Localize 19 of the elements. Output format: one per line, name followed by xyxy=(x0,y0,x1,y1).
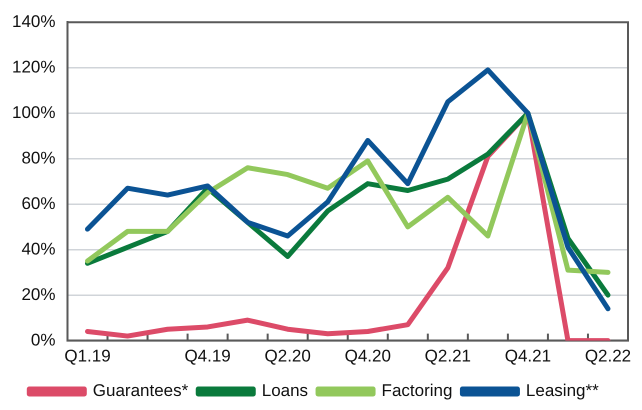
y-tick-label: 140% xyxy=(12,12,56,31)
y-tick-label: 80% xyxy=(21,148,56,168)
x-tick-label: Q4.19 xyxy=(184,346,231,366)
y-tick-label: 120% xyxy=(12,57,56,76)
x-tick-label: Q2.22 xyxy=(584,346,632,366)
x-tick-label: Q4.21 xyxy=(504,346,552,366)
x-tick-label: Q4.20 xyxy=(344,346,391,366)
y-tick-label: 20% xyxy=(21,284,56,304)
y-tick-label: 60% xyxy=(21,194,56,213)
legend-label: Loans xyxy=(262,381,308,400)
x-tick-label: Q1.19 xyxy=(64,346,111,366)
y-tick-label: 0% xyxy=(30,330,56,350)
legend-label: Guarantees* xyxy=(92,381,189,400)
legend-label: Leasing** xyxy=(526,381,600,400)
x-tick-label: Q2.20 xyxy=(264,346,311,366)
y-tick-label: 100% xyxy=(12,102,56,122)
y-tick-label: 40% xyxy=(21,239,56,258)
legend-label: Factoring xyxy=(382,381,452,400)
x-tick-label: Q2.21 xyxy=(424,346,471,366)
